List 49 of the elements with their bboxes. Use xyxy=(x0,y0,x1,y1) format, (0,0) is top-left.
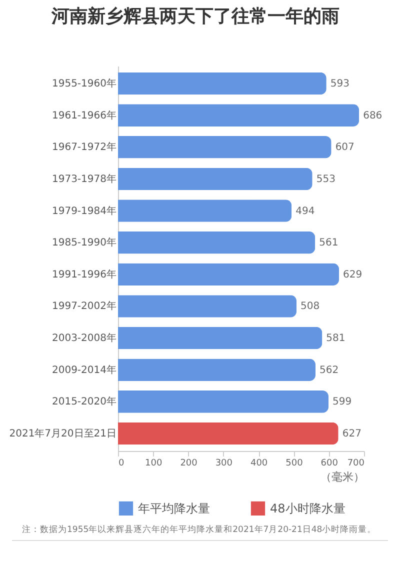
x-tick-label: 500 xyxy=(286,458,304,468)
data-label: 508 xyxy=(300,301,320,312)
data-label: 494 xyxy=(296,206,315,217)
bar xyxy=(118,136,332,158)
y-tick-label: 1973-1978年 xyxy=(52,172,116,185)
chart-title: 河南新乡辉县两天下了往常一年的雨 xyxy=(50,6,340,27)
bar xyxy=(118,390,329,413)
data-label: 581 xyxy=(326,333,346,344)
legend-label: 48小时降水量 xyxy=(270,501,346,516)
y-tick-label: 2015-2020年 xyxy=(52,396,116,408)
data-label: 686 xyxy=(363,110,382,122)
bar xyxy=(118,295,297,318)
bar xyxy=(118,422,338,445)
y-tick-label: 1979-1984年 xyxy=(52,204,116,217)
bar xyxy=(118,72,326,95)
x-tick-label: 600 xyxy=(320,458,338,468)
y-tick-label: 2003-2008年 xyxy=(52,332,116,344)
data-label: 593 xyxy=(330,78,350,90)
y-tick-label: 2009-2014年 xyxy=(52,364,116,376)
bar xyxy=(118,326,322,350)
y-tick-label: 1985-1990年 xyxy=(52,236,116,249)
y-tick-label: 1955-1960年 xyxy=(52,78,116,90)
bar xyxy=(118,358,316,381)
legend-label: 年平均降水量 xyxy=(138,501,210,516)
bar xyxy=(118,104,360,126)
data-label: 561 xyxy=(319,238,338,249)
data-label: 607 xyxy=(335,142,354,154)
bar xyxy=(118,263,340,286)
x-tick-label: 400 xyxy=(250,458,268,468)
data-label: 599 xyxy=(332,396,352,408)
y-tick-label: 1961-1966年 xyxy=(52,109,116,122)
data-label: 553 xyxy=(316,174,336,185)
y-tick-label: 1991-1996年 xyxy=(52,268,116,280)
bar xyxy=(118,200,292,222)
data-label: 627 xyxy=(342,428,362,440)
y-tick-label: 2021年7月20日至21日 xyxy=(9,428,116,440)
bar xyxy=(118,168,312,190)
y-tick-label: 1967-1972年 xyxy=(52,141,116,154)
x-tick-label: 200 xyxy=(180,458,198,468)
x-tick-label: 700 xyxy=(347,458,365,468)
y-tick-label: 1997-2002年 xyxy=(52,300,116,312)
data-label: 629 xyxy=(343,269,362,280)
x-tick-label: 100 xyxy=(145,458,162,468)
x-tick-label: 0 xyxy=(118,458,124,468)
bar xyxy=(118,231,316,254)
text: 注：数据为1955年以来辉县逐六年的年平均降水量和2021年7月20-21日48小时降雨量。 xyxy=(12,520,388,541)
x-tick-label: 300 xyxy=(215,458,233,468)
data-label: 562 xyxy=(320,364,339,376)
x-axis-title: （毫米） xyxy=(320,470,364,484)
